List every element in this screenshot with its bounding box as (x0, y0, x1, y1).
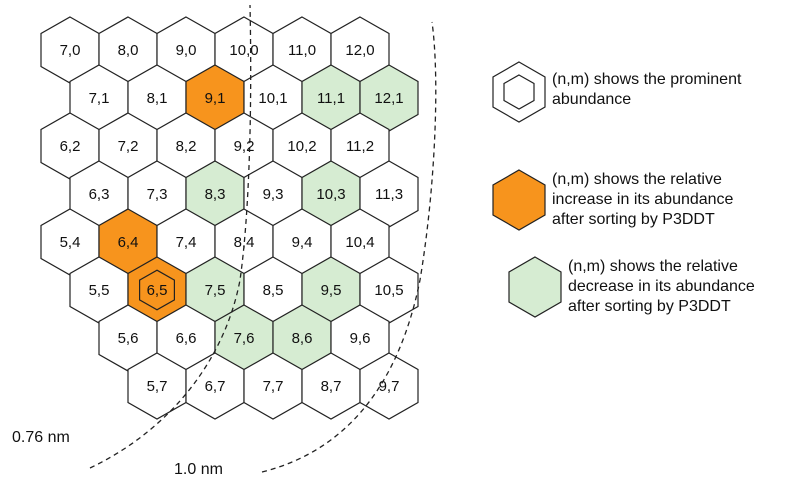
legend-increase-line3: after sorting by P3DDT (552, 211, 715, 228)
hex-cell-6-7: 6,7 (185, 352, 245, 420)
legend-decrease-line3: after sorting by P3DDT (568, 298, 731, 315)
hex-cell-label: 9,5 (321, 282, 342, 299)
hex-cell-11-2: 11,2 (330, 112, 390, 180)
hex-cell-label: 11,0 (288, 42, 316, 59)
diameter-label-small: 0.76 nm (12, 429, 70, 446)
hex-cell-label: 10,5 (374, 282, 403, 299)
hex-cell-label: 6,4 (118, 234, 139, 251)
hex-cell-label: 11,3 (375, 186, 403, 203)
hex-cell-label: 9,2 (234, 138, 255, 155)
legend-increase-line1: (n,m) shows the relative (552, 171, 722, 188)
legend-prominent-line2: abundance (552, 91, 632, 108)
hex-cell-11-1: 11,1 (301, 64, 361, 132)
hex-cell-label: 9,7 (379, 378, 400, 395)
legend-prominent-hexagon-icon-inner (503, 74, 535, 110)
hex-cell-label: 7,7 (263, 378, 284, 395)
hex-cell-11-0: 11,0 (272, 16, 332, 84)
hex-cell-label: 12,1 (374, 90, 403, 107)
diameter-boundary-lines (89, 4, 437, 473)
hex-cell-label: 8,7 (321, 378, 342, 395)
hex-cell-10-4: 10,4 (330, 208, 390, 276)
hexagon-shape (359, 352, 419, 420)
hex-cell-8-6: 8,6 (272, 304, 332, 372)
hex-cell-6-4: 6,4 (98, 208, 158, 276)
hex-cell-label: 9,0 (176, 42, 197, 59)
hex-cell-label: 6,5 (147, 282, 168, 299)
hex-cell-label: 6,3 (89, 186, 110, 203)
hex-cell-label: 8,3 (205, 186, 226, 203)
legend-increase-hexagon-icon (492, 169, 546, 231)
hex-cell-label: 11,2 (346, 138, 374, 155)
hex-cell-7-1: 7,1 (69, 64, 129, 132)
legend-prominent-hexagon-icon (492, 61, 546, 123)
hex-cell-6-3: 6,3 (69, 160, 129, 228)
hex-cell-label: 6,2 (60, 138, 81, 155)
legend-decrease-hexagon-icon (508, 256, 562, 318)
hex-cell-9-7: 9,7 (359, 352, 419, 420)
legend-icons (492, 61, 562, 318)
hex-cell-8-7: 8,7 (301, 352, 361, 420)
hex-cell-12-1: 12,1 (359, 64, 419, 132)
hex-cell-label: 7,5 (205, 282, 226, 299)
hex-cell-8-2: 8,2 (156, 112, 216, 180)
hex-cell-label: 10,1 (258, 90, 287, 107)
hex-cell-label: 5,4 (60, 234, 81, 251)
legend-prominent-text: (n,m) shows the prominent abundance (552, 70, 741, 110)
hex-cell-label: 7,3 (147, 186, 168, 203)
hex-cell-label: 7,1 (89, 90, 110, 107)
hex-cell-7-5: 7,5 (185, 256, 245, 324)
hex-cell-label: 8,0 (118, 42, 139, 59)
hex-cell-label: 5,6 (118, 330, 139, 347)
hex-cell-label: 7,2 (118, 138, 139, 155)
hex-cell-9-5: 9,5 (301, 256, 361, 324)
legend-prominent-line1: (n,m) shows the prominent (552, 71, 742, 88)
hex-cell-label: 11,1 (317, 90, 345, 107)
hex-cell-label: 9,4 (292, 234, 313, 251)
hex-cell-label: 7,0 (60, 42, 81, 59)
hex-cell-9-0: 9,0 (156, 16, 216, 84)
hex-cell-5-6: 5,6 (98, 304, 158, 372)
legend-increase-line2: increase in its abundance (552, 191, 734, 208)
diameter-line-0-76nm (89, 4, 252, 469)
hex-cell-label: 9,6 (350, 330, 371, 347)
hex-cell-label: 5,7 (147, 378, 168, 395)
hex-cell-10-5: 10,5 (359, 256, 419, 324)
legend-increase-text: (n,m) shows the relative increase in its… (552, 170, 733, 230)
hex-cell-label: 8,6 (292, 330, 313, 347)
hex-cell-9-3: 9,3 (243, 160, 303, 228)
hex-cell-label: 10,4 (345, 234, 374, 251)
hex-cell-label: 6,7 (205, 378, 226, 395)
hex-cell-7-2: 7,2 (98, 112, 158, 180)
hex-cell-label: 7,4 (176, 234, 197, 251)
hex-cell-label: 10,0 (229, 42, 258, 59)
hex-cell-6-5: 6,5 (127, 256, 187, 324)
legend-decrease-line1: (n,m) shows the relative (568, 258, 738, 275)
hex-cell-label: 9,3 (263, 186, 284, 203)
hex-cell-label: 8,5 (263, 282, 284, 299)
hex-cell-label: 10,3 (316, 186, 345, 203)
hex-cell-label: 10,2 (287, 138, 316, 155)
hex-cell-label: 9,1 (205, 90, 226, 107)
hex-cell-7-7: 7,7 (243, 352, 303, 420)
diameter-line-1-0nm (261, 21, 437, 473)
legend-decrease-text: (n,m) shows the relative decrease in its… (568, 257, 755, 317)
prominent-inner-hexagon (139, 269, 175, 311)
hex-cell-label: 6,6 (176, 330, 197, 347)
legend-decrease-line2: decrease in its abundance (568, 278, 755, 295)
hex-cell-11-3: 11,3 (359, 160, 419, 228)
diameter-label-large: 1.0 nm (174, 461, 223, 478)
hex-cell-7-6: 7,6 (214, 304, 274, 372)
hex-cell-label: 12,0 (345, 42, 374, 59)
hex-cell-label: 8,4 (234, 234, 255, 251)
hex-cell-label: 8,1 (147, 90, 168, 107)
hex-cell-label: 7,6 (234, 330, 255, 347)
hexagon-grid: 7,0 8,0 9,0 10,0 11,0 12,0 7,1 8,1 9,1 10,1 11,1 12… (40, 16, 419, 420)
hex-cell-label: 5,5 (89, 282, 110, 299)
hex-cell-12-0: 12,0 (330, 16, 390, 84)
hex-cell-label: 8,2 (176, 138, 197, 155)
